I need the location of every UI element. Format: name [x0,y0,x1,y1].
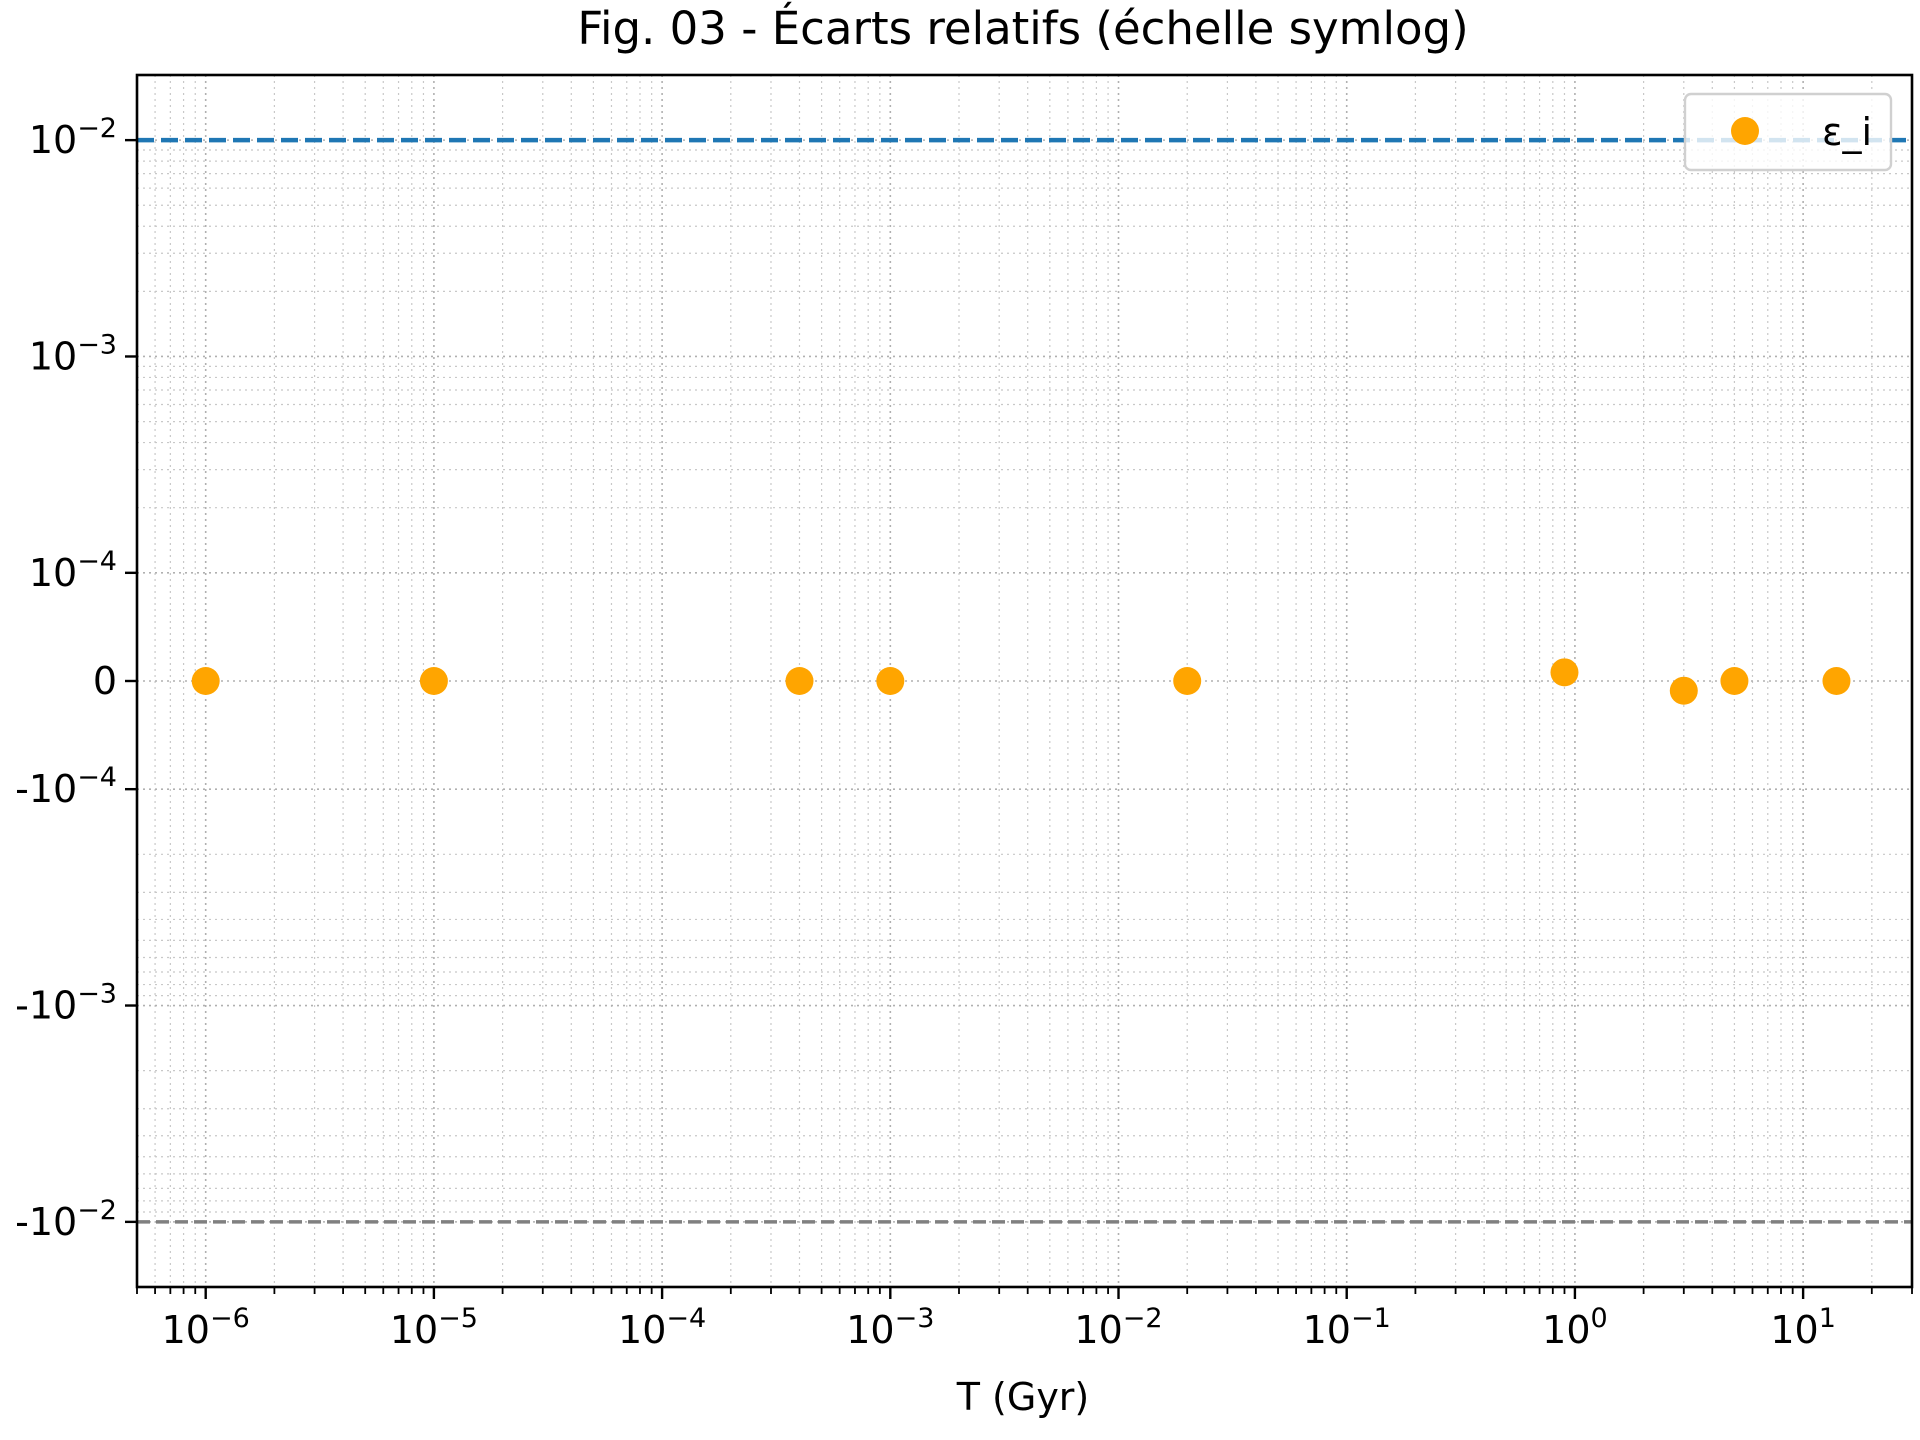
x-tick-label: 10−6 [162,1303,250,1352]
y-tick-label: -10−3 [15,979,117,1028]
data-points [191,658,1851,705]
chart-title: Fig. 03 - Écarts relatifs (échelle symlo… [577,2,1468,55]
data-point [1550,658,1579,687]
legend-entry: ε_i [1822,110,1872,154]
reference-lines [137,137,1912,1224]
legend: ε_i [1683,92,1893,172]
x-tick-label: 10−1 [1303,1303,1391,1352]
grid [136,74,1913,1288]
x-tick-label: 10−5 [390,1303,478,1352]
data-point [191,667,220,695]
data-point [1822,667,1851,695]
data-point [1669,676,1698,705]
x-axis-ticks: 10−6 10−5 10−4 10−3 10−2 10−1 100 101 [136,1287,1913,1352]
y-tick-label: 10−3 [29,329,117,378]
data-point [876,667,905,695]
x-tick-label: 100 [1542,1303,1608,1352]
x-tick-label: 10−4 [618,1303,706,1352]
data-point [1173,667,1202,695]
x-tick-label: 10−3 [846,1303,934,1352]
y-axis-ticks: 10−2 10−3 10−4 0 -10−4 -10−3 -10−2 [15,113,137,1244]
data-point [785,667,814,695]
y-tick-label: 10−2 [29,113,117,162]
y-tick-label: 10−4 [29,546,117,595]
data-point [419,667,448,695]
legend-box [1683,92,1893,172]
legend-marker [1731,117,1759,145]
x-tick-label: 101 [1770,1303,1836,1352]
y-tick-label: 0 [93,659,117,703]
x-axis-label: T (Gyr) [956,1375,1090,1419]
x-tick-label: 10−2 [1074,1303,1162,1352]
data-point [1720,667,1749,695]
y-tick-label: -10−2 [15,1195,117,1244]
y-tick-label: -10−4 [15,762,117,811]
